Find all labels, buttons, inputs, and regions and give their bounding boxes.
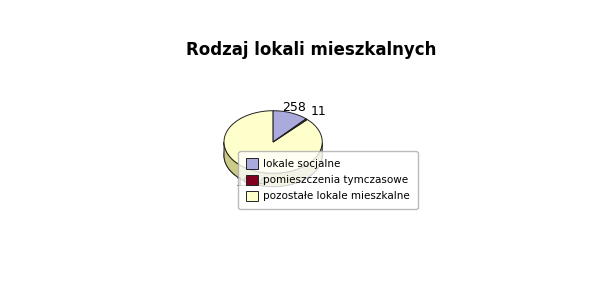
Legend: lokale socjalne, pomieszczenia tymczasowe, pozostałe lokale mieszkalne: lokale socjalne, pomieszczenia tymczasow… [239,151,418,209]
Polygon shape [273,119,307,142]
Polygon shape [224,111,322,173]
Text: 258: 258 [282,101,306,114]
Polygon shape [224,142,322,187]
Polygon shape [273,111,306,142]
Ellipse shape [224,124,322,187]
Text: 11: 11 [311,105,327,118]
Text: 1934: 1934 [236,176,267,189]
Text: Rodzaj lokali mieszkalnych: Rodzaj lokali mieszkalnych [186,41,436,59]
